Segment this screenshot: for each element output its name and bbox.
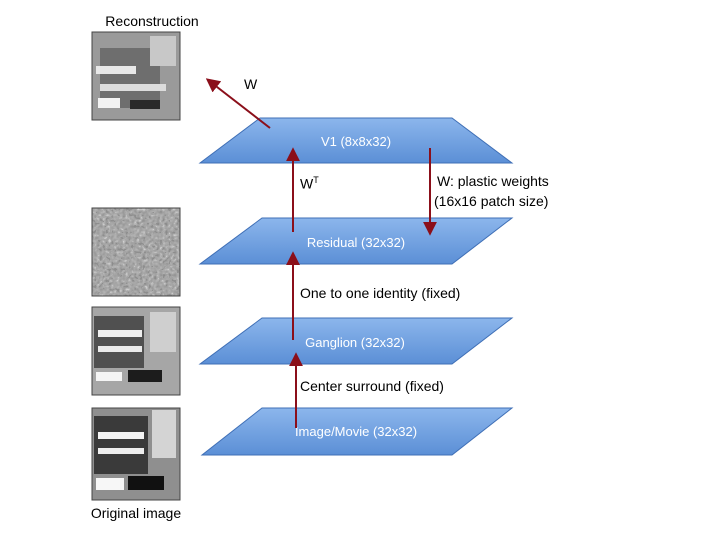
layer-image-plane bbox=[200, 407, 514, 456]
w-transpose-label: WT bbox=[300, 175, 319, 192]
arrow-v1-to-reconstruction bbox=[205, 78, 271, 129]
layer-ganglion-plane bbox=[198, 317, 514, 365]
layer-ganglion-label: Ganglion (32x32) bbox=[305, 335, 405, 350]
original-image-label: Original image bbox=[91, 505, 181, 521]
residual-noise-thumbnail bbox=[91, 207, 181, 297]
w-transpose-base: W bbox=[300, 175, 314, 192]
ganglion-thumbnail bbox=[91, 306, 181, 396]
reconstruction-label: Reconstruction bbox=[105, 13, 198, 29]
patch-size-label: (16x16 patch size) bbox=[434, 193, 549, 209]
layer-residual: Residual (32x32) bbox=[198, 217, 514, 265]
original-image-thumbnail bbox=[91, 407, 181, 501]
layer-v1-label: V1 (8x8x32) bbox=[321, 134, 391, 149]
layer-residual-label: Residual (32x32) bbox=[307, 235, 405, 250]
reconstruction-thumbnail bbox=[91, 31, 181, 121]
layer-image: Image/Movie (32x32) bbox=[200, 407, 514, 456]
layer-image-label: Image/Movie (32x32) bbox=[295, 424, 417, 439]
layer-v1: V1 (8x8x32) bbox=[198, 117, 514, 164]
identity-label: One to one identity (fixed) bbox=[300, 285, 461, 301]
layer-v1-plane bbox=[198, 117, 514, 164]
center-surround-label: Center surround (fixed) bbox=[300, 378, 444, 394]
plastic-weights-label: W: plastic weights bbox=[437, 173, 549, 189]
w-transpose-sup: T bbox=[313, 175, 319, 185]
layer-ganglion: Ganglion (32x32) bbox=[198, 317, 514, 365]
w-output-label: W bbox=[244, 76, 258, 92]
